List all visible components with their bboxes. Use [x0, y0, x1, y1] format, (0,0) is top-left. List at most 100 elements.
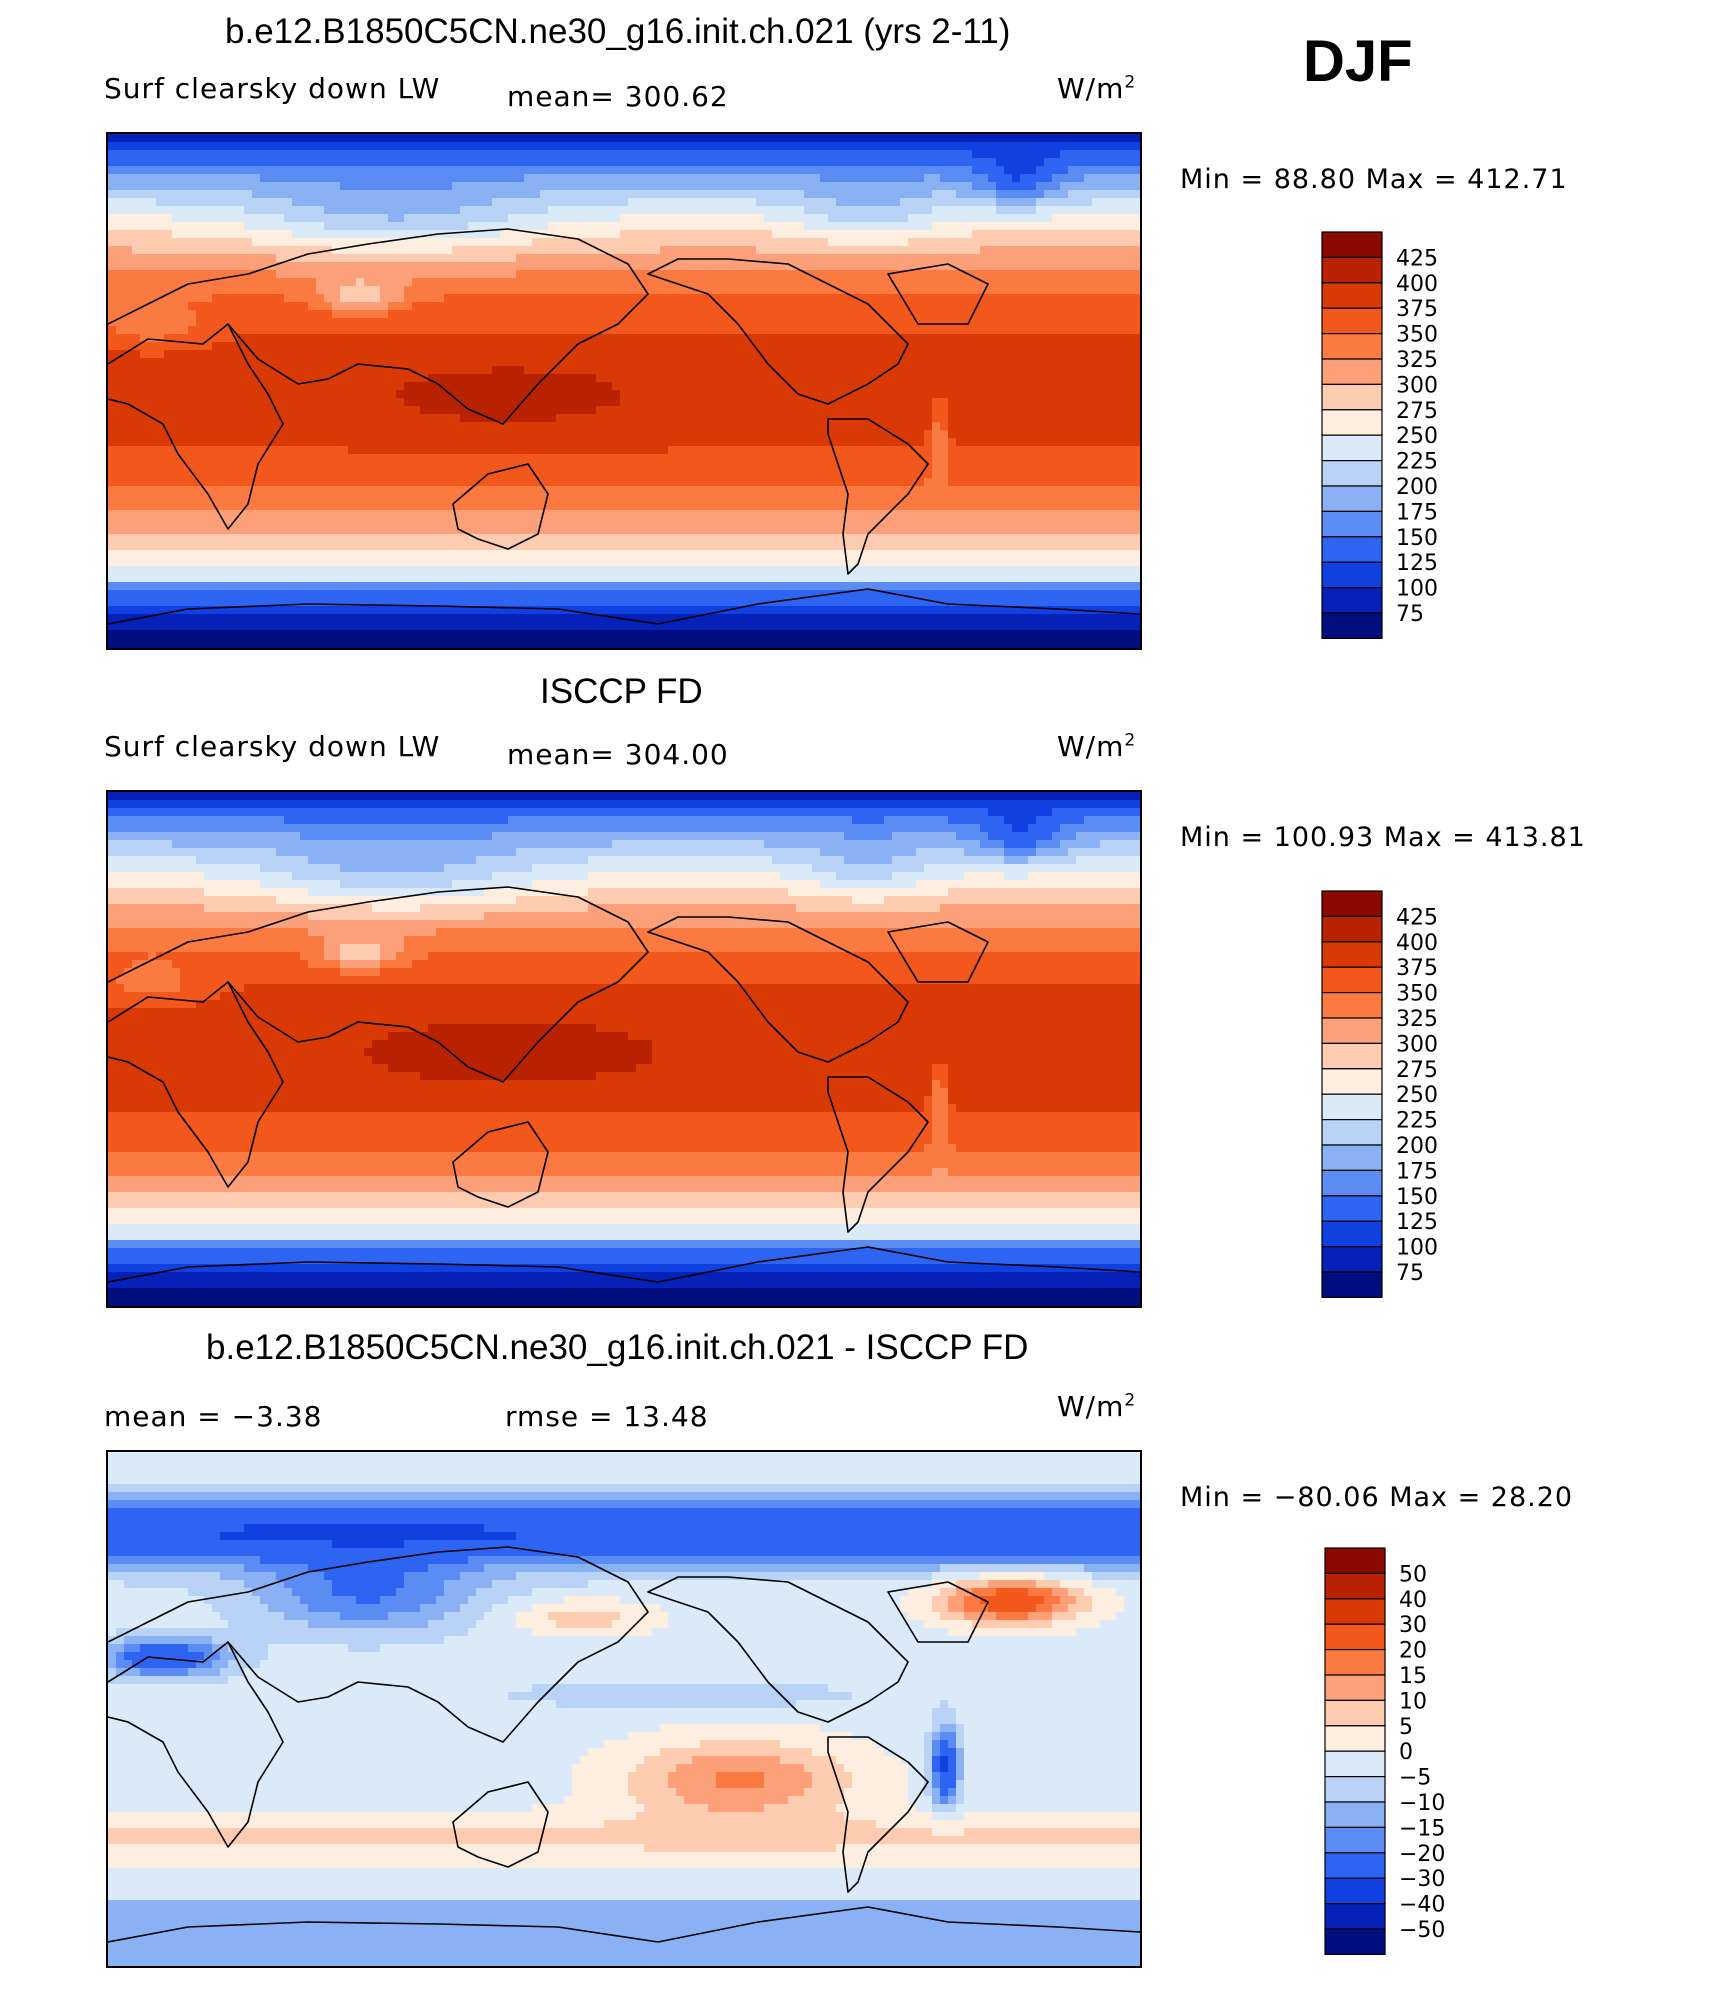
panel3-colorbar-label: 30 — [1399, 1613, 1427, 1638]
panel2-colorbar-label: 175 — [1396, 1159, 1438, 1184]
panel1-colorbar-box — [1321, 358, 1383, 385]
panel1-colorbar-label: 175 — [1396, 500, 1438, 525]
panel1-mean: mean= 300.62 — [507, 80, 729, 113]
panel1-colorbar-label: 250 — [1396, 424, 1438, 449]
panel2-colorbar-box — [1321, 890, 1383, 917]
panel2-colorbar-box — [1321, 1245, 1383, 1273]
panel3-colorbar-box — [1324, 1775, 1386, 1803]
panel1-title: b.e12.B1850C5CN.ne30_g16.init.ch.021 (yr… — [225, 12, 1010, 52]
panel2-colorbar-label: 150 — [1396, 1185, 1438, 1210]
panel1-colorbar-label: 400 — [1396, 272, 1438, 297]
panel2-colorbar-label: 75 — [1396, 1261, 1424, 1286]
panel2-colorbar-label: 225 — [1396, 1109, 1438, 1134]
panel1-colorbar-box — [1321, 460, 1383, 487]
panel3-colorbar-box — [1324, 1598, 1386, 1625]
panel3-minmax: Min = −80.06 Max = 28.20 — [1180, 1482, 1573, 1513]
panel2-colorbar-box — [1321, 1195, 1383, 1222]
panel2-colorbar-box — [1321, 1144, 1383, 1171]
panel2-colorbar-label: 250 — [1396, 1083, 1438, 1108]
panel3-colorbar-label: −15 — [1399, 1816, 1445, 1841]
panel1-colorbar-box — [1321, 383, 1383, 411]
panel3-rmse: rmse = 13.48 — [505, 1400, 709, 1433]
panel2-colorbar-box — [1321, 1118, 1383, 1146]
panel3-colorbar-box — [1324, 1801, 1386, 1828]
panel1-colorbar-box — [1321, 256, 1383, 284]
panel3-colorbar-box — [1324, 1648, 1386, 1676]
panel1-map — [106, 132, 1142, 650]
panel1-colorbar-box — [1321, 536, 1383, 563]
panel2-colorbar-label: 425 — [1396, 905, 1438, 930]
panel2-colorbar-label: 350 — [1396, 982, 1438, 1007]
panel3-colorbar-box — [1324, 1928, 1386, 1955]
panel3-colorbar-box — [1324, 1877, 1386, 1905]
panel3-mean: mean = −3.38 — [104, 1400, 322, 1433]
panel3-units-base: W/m — [1057, 1390, 1124, 1423]
panel1-colorbar-label: 150 — [1396, 526, 1438, 551]
panel1-colorbar-label: 200 — [1396, 475, 1438, 500]
panel3-colorbar-label: 40 — [1399, 1588, 1427, 1613]
panel1-colorbar-label: 75 — [1396, 602, 1424, 627]
panel3-map — [106, 1450, 1142, 1968]
panel1-colorbar-label: 275 — [1396, 399, 1438, 424]
panel2-colorbar-box — [1321, 1169, 1383, 1197]
panel2-variable-label: Surf clearsky down LW — [104, 730, 440, 763]
panel2-colorbar-box — [1321, 1220, 1383, 1248]
panel3-units-sup: 2 — [1124, 1391, 1136, 1411]
panel3-colorbar-box — [1324, 1547, 1386, 1574]
panel1-colorbar-box — [1321, 307, 1383, 335]
panel1-colorbar-box — [1321, 612, 1383, 639]
panel3-colorbar-label: −10 — [1399, 1791, 1445, 1816]
panel2-colorbar-box — [1321, 1042, 1383, 1070]
panel1-colorbar-box — [1321, 485, 1383, 512]
panel2-colorbar-label: 125 — [1396, 1210, 1438, 1235]
panel2-units-base: W/m — [1057, 730, 1124, 763]
panel2-mean: mean= 304.00 — [507, 738, 729, 771]
panel2-title: ISCCP FD — [540, 672, 703, 712]
panel3-map-svg — [108, 1452, 1140, 1966]
panel1-colorbar-label: 375 — [1396, 297, 1438, 322]
panel1-colorbar-box — [1321, 586, 1383, 614]
panel3-colorbar-label: 10 — [1399, 1689, 1427, 1714]
panel1-colorbar-box — [1321, 561, 1383, 589]
panel3-colorbar-box — [1324, 1623, 1386, 1651]
panel3-colorbar-label: −20 — [1399, 1842, 1445, 1867]
panel2-colorbar-box — [1321, 1017, 1383, 1044]
panel2-colorbar-box — [1321, 915, 1383, 943]
panel1-units: W/m2 — [1057, 72, 1136, 105]
panel3-colorbar-label: −40 — [1399, 1893, 1445, 1918]
panel3-colorbar-box — [1324, 1699, 1386, 1727]
panel2-colorbar-label: 100 — [1396, 1236, 1438, 1261]
panel2-colorbar-label: 275 — [1396, 1058, 1438, 1083]
panel3-colorbar-label: −50 — [1399, 1918, 1445, 1943]
panel1-colorbar-label: 125 — [1396, 551, 1438, 576]
panel2-colorbar-box — [1321, 1068, 1383, 1095]
panel3-colorbar-label: 15 — [1399, 1664, 1427, 1689]
panel3-units: W/m2 — [1057, 1390, 1136, 1423]
panel1-minmax: Min = 88.80 Max = 412.71 — [1180, 164, 1568, 195]
panel3-colorbar-label: −5 — [1399, 1766, 1431, 1791]
panel2-minmax: Min = 100.93 Max = 413.81 — [1180, 822, 1586, 853]
panel3-title: b.e12.B1850C5CN.ne30_g16.init.ch.021 - I… — [206, 1328, 1028, 1368]
panel2-colorbar-box — [1321, 966, 1383, 994]
panel3-colorbar-box — [1324, 1674, 1386, 1701]
panel3-colorbar-label: 50 — [1399, 1562, 1427, 1587]
panel3-colorbar-label: 0 — [1399, 1740, 1413, 1765]
panel2-map — [106, 790, 1142, 1308]
panel2-colorbar-box — [1321, 941, 1383, 968]
panel1-colorbar-box — [1321, 282, 1383, 309]
panel3-colorbar-label: 20 — [1399, 1639, 1427, 1664]
panel1-units-base: W/m — [1057, 72, 1124, 105]
panel3-colorbar-box — [1324, 1826, 1386, 1854]
panel1-colorbar-box — [1321, 434, 1383, 462]
panel3-colorbar-box — [1324, 1750, 1386, 1778]
panel3-colorbar-box — [1324, 1725, 1386, 1752]
panel1-map-svg — [108, 134, 1140, 648]
panel2-colorbar-box — [1321, 1271, 1383, 1298]
panel2-colorbar-label: 325 — [1396, 1007, 1438, 1032]
panel3-colorbar-box — [1324, 1902, 1386, 1930]
panel1-colorbar-label: 350 — [1396, 323, 1438, 348]
panel2-colorbar-label: 400 — [1396, 931, 1438, 956]
panel1-colorbar-box — [1321, 409, 1383, 436]
panel1-colorbar-box — [1321, 333, 1383, 360]
panel3-colorbar-label: −30 — [1399, 1867, 1445, 1892]
